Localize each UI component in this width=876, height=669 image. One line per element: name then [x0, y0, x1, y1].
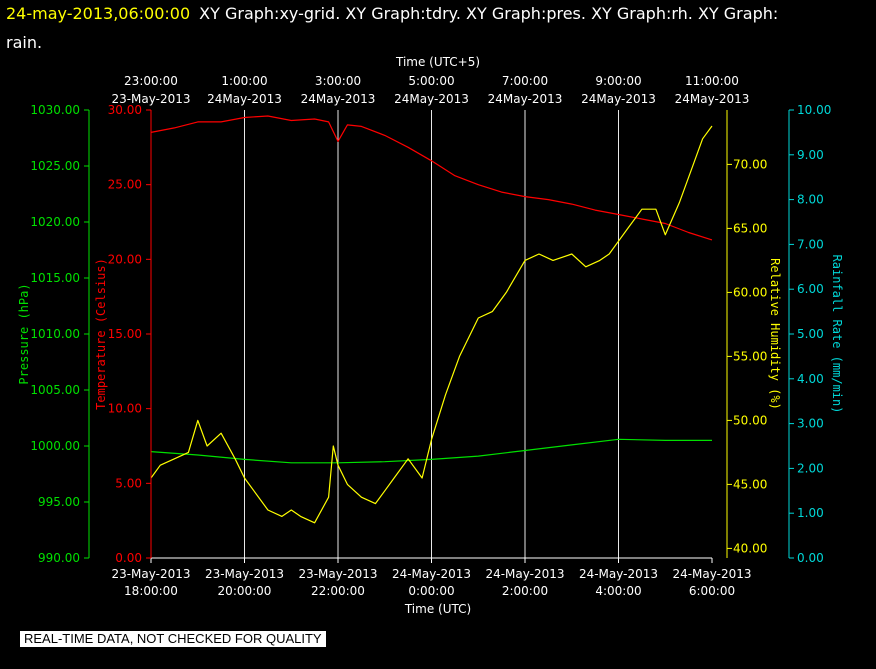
rainfall-axis: 0.00 1.00 2.00 3.00 4.00 5.00 6.00 7.00 8.00 9.00…: [788, 103, 831, 565]
pressure-series-line: [150, 438, 712, 464]
x-top-tick-date: 24May-2013: [207, 92, 282, 106]
humidity-tick-label: 60.00: [733, 285, 767, 299]
pressure-tick-label: 1015.00: [30, 271, 80, 285]
x-bottom-tick-date: 23-May-2013: [205, 567, 284, 581]
x-top-tick-time: 1:00:00: [221, 74, 267, 88]
pressure-tick-label: 1005.00: [30, 383, 80, 397]
grid-lines: [244, 110, 619, 558]
temperature-tick-label: 0.00: [115, 551, 142, 565]
x-bottom-axis-title: Time (UTC): [404, 602, 471, 616]
temperature-tick-label: 30.00: [108, 103, 142, 117]
x-bottom-tick-time: 6:00:00: [689, 584, 735, 598]
x-bottom-tick-date: 23-May-2013: [298, 567, 377, 581]
x-top-tick-date: 24May-2013: [301, 92, 376, 106]
x-top-tick-date: 24May-2013: [581, 92, 656, 106]
x-top-tick-time: 5:00:00: [408, 74, 454, 88]
x-bottom-tick-date: 24-May-2013: [485, 567, 564, 581]
pressure-tick-label: 1000.00: [30, 439, 80, 453]
rainfall-tick-label: 6.00: [797, 282, 824, 296]
pressure-tick-label: 1025.00: [30, 159, 80, 173]
x-top-tick-time: 23:00:00: [124, 74, 178, 88]
x-top-tick-time: 3:00:00: [315, 74, 361, 88]
x-top-axis: 23:00:00 23-May-2013 1:00:00 24May-2013 3:00…: [111, 74, 749, 106]
x-bottom-tick-date: 23-May-2013: [111, 567, 190, 581]
x-top-tick-date: 24May-2013: [488, 92, 563, 106]
x-top-tick-time: 7:00:00: [502, 74, 548, 88]
x-top-tick-date: 24May-2013: [675, 92, 750, 106]
x-bottom-tick-date: 24-May-2013: [392, 567, 471, 581]
humidity-tick-label: 40.00: [733, 541, 767, 555]
x-bottom-tick-time: 0:00:00: [408, 584, 454, 598]
x-top-tick-date: 23-May-2013: [111, 92, 190, 106]
rainfall-tick-label: 8.00: [797, 193, 824, 207]
humidity-series-line: [150, 125, 713, 524]
series-lines: [150, 115, 713, 524]
rainfall-tick-label: 1.00: [797, 506, 824, 520]
x-top-axis-title: Time (UTC+5): [395, 55, 480, 69]
rainfall-tick-label: 5.00: [797, 327, 824, 341]
temperature-axis: 0.00 5.00 10.00 15.00 20.00 25.00 30.00: [108, 103, 152, 565]
humidity-tick-label: 45.00: [733, 477, 767, 491]
chart-title-line-2: rain.: [6, 33, 42, 52]
humidity-axis-label: Relative Humidity (%): [768, 258, 782, 410]
temperature-tick-label: 20.00: [108, 252, 142, 266]
rainfall-axis-label: Rainfall Rate (mm/min): [830, 255, 844, 414]
x-bottom-axis: 23-May-2013 18:00:00 23-May-2013 20:00:00 23…: [111, 558, 752, 598]
pressure-axis-label: Pressure (hPa): [17, 283, 31, 384]
rainfall-tick-label: 10.00: [797, 103, 831, 117]
humidity-tick-label: 55.00: [733, 349, 767, 363]
humidity-axis: 40.00 45.00 50.00 55.00 60.00 65.00 70.00: [726, 110, 767, 558]
quality-disclaimer: REAL-TIME DATA, NOT CHECKED FOR QUALITY: [20, 631, 326, 647]
x-top-tick-time: 11:00:00: [685, 74, 739, 88]
x-top-tick-date: 24May-2013: [394, 92, 469, 106]
pressure-tick-label: 1010.00: [30, 327, 80, 341]
pressure-tick-label: 990.00: [38, 551, 80, 565]
x-top-tick-time: 9:00:00: [595, 74, 641, 88]
temperature-tick-label: 5.00: [115, 476, 142, 490]
humidity-tick-label: 65.00: [733, 221, 767, 235]
pressure-tick-label: 1030.00: [30, 103, 80, 117]
rainfall-tick-label: 2.00: [797, 461, 824, 475]
humidity-tick-label: 50.00: [733, 413, 767, 427]
humidity-tick-label: 70.00: [733, 157, 767, 171]
x-bottom-tick-time: 4:00:00: [595, 584, 641, 598]
x-bottom-tick-time: 20:00:00: [218, 584, 272, 598]
pressure-axis: 990.00 995.00 1000.00 1005.00 1010.00 1015.00…: [30, 103, 90, 565]
x-bottom-tick-time: 2:00:00: [502, 584, 548, 598]
temperature-tick-label: 15.00: [108, 327, 142, 341]
pressure-tick-label: 1020.00: [30, 215, 80, 229]
x-bottom-tick-date: 24-May-2013: [579, 567, 658, 581]
temperature-series-line: [150, 115, 713, 241]
rainfall-tick-label: 3.00: [797, 417, 824, 431]
rainfall-tick-label: 0.00: [797, 551, 824, 565]
temperature-axis-label: Temperature (Celsius): [94, 258, 108, 410]
title-graphs: XY Graph:xy-grid. XY Graph:tdry. XY Grap…: [199, 4, 778, 23]
temperature-tick-label: 10.00: [108, 402, 142, 416]
temperature-tick-label: 25.00: [108, 178, 142, 192]
x-bottom-tick-time: 22:00:00: [311, 584, 365, 598]
rainfall-tick-label: 4.00: [797, 372, 824, 386]
chart-title-line-1: 24-may-2013,06:00:00 XY Graph:xy-grid. XY…: [6, 4, 778, 23]
rainfall-tick-label: 9.00: [797, 148, 824, 162]
x-bottom-tick-date: 24-May-2013: [672, 567, 751, 581]
x-bottom-tick-time: 18:00:00: [124, 584, 178, 598]
rainfall-tick-label: 7.00: [797, 237, 824, 251]
pressure-tick-label: 995.00: [38, 495, 80, 509]
title-datetime: 24-may-2013,06:00:00: [6, 4, 190, 23]
